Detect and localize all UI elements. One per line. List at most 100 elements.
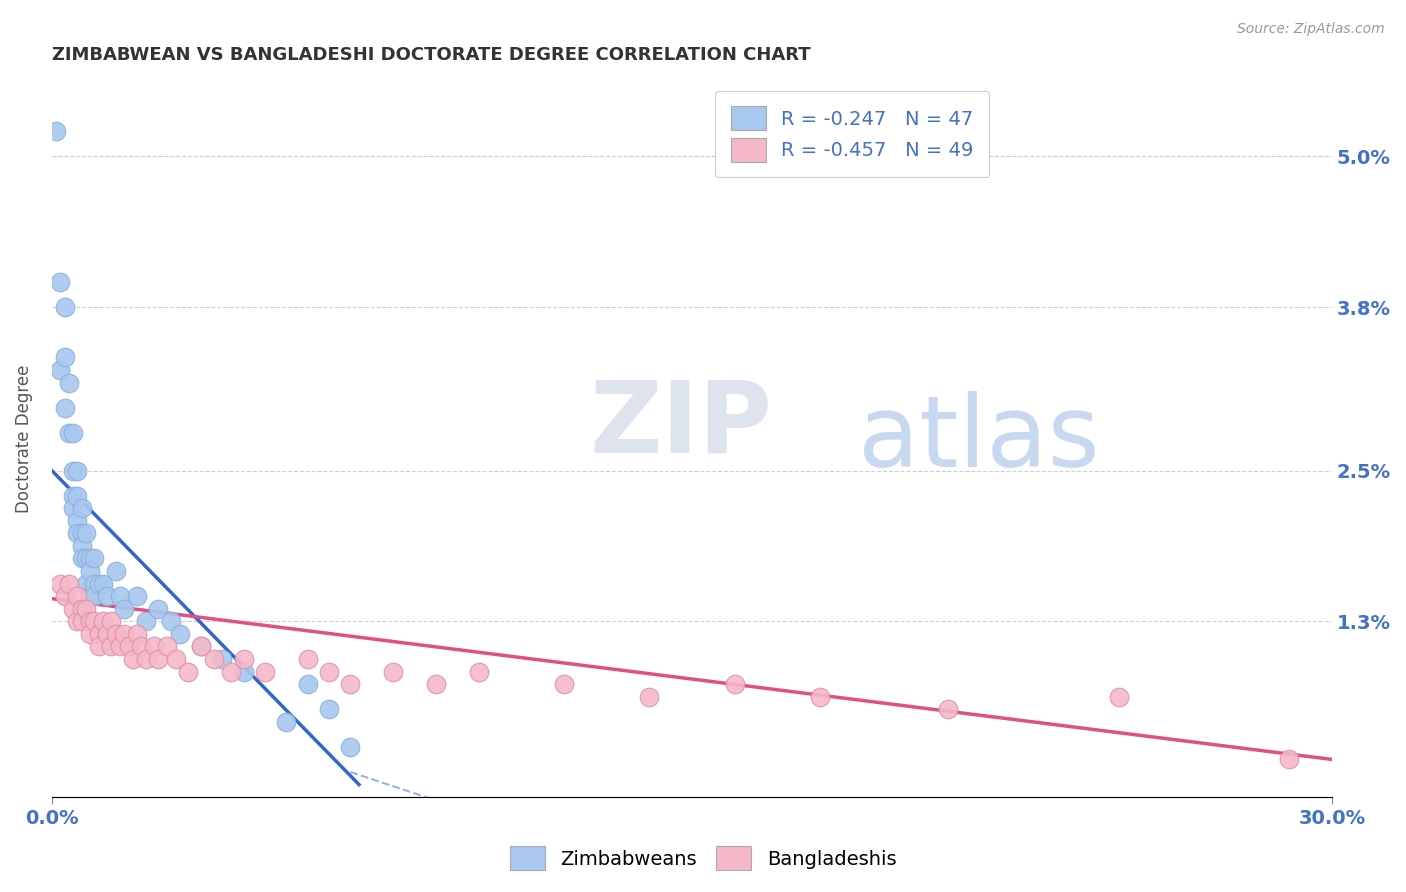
Point: [382, 665, 405, 679]
Point: [66, 526, 89, 541]
Legend: R = -0.247   N = 47, R = -0.457   N = 49: R = -0.247 N = 47, R = -0.457 N = 49: [716, 91, 990, 178]
Point: [70, 601, 93, 615]
Point: [148, 652, 170, 666]
Point: [83, 576, 105, 591]
Point: [49, 363, 72, 377]
Point: [127, 589, 149, 603]
Point: [232, 665, 254, 679]
Point: [121, 652, 143, 666]
Point: [91, 576, 114, 591]
Point: [177, 665, 200, 679]
Point: [297, 652, 319, 666]
Point: [75, 576, 97, 591]
Text: atlas: atlas: [858, 391, 1099, 488]
Point: [165, 652, 187, 666]
Point: [100, 640, 122, 654]
Point: [49, 576, 72, 591]
Point: [70, 551, 93, 566]
Point: [62, 501, 84, 516]
Point: [58, 376, 80, 390]
Point: [467, 665, 489, 679]
Point: [62, 601, 84, 615]
Point: [83, 589, 105, 603]
Point: [75, 551, 97, 566]
Text: ZIMBABWEAN VS BANGLADESHI DOCTORATE DEGREE CORRELATION CHART: ZIMBABWEAN VS BANGLADESHI DOCTORATE DEGR…: [52, 46, 810, 64]
Point: [100, 614, 122, 628]
Point: [70, 539, 93, 553]
Point: [96, 589, 118, 603]
Point: [53, 401, 76, 415]
Point: [190, 640, 212, 654]
Point: [53, 351, 76, 365]
Point: [53, 300, 76, 314]
Point: [127, 627, 149, 641]
Point: [66, 463, 89, 477]
Point: [83, 551, 105, 566]
Point: [297, 677, 319, 691]
Point: [53, 589, 76, 603]
Y-axis label: Doctorate Degree: Doctorate Degree: [15, 365, 32, 513]
Point: [70, 501, 93, 516]
Point: [131, 640, 153, 654]
Point: [104, 564, 127, 578]
Point: [135, 614, 157, 628]
Point: [112, 627, 135, 641]
Point: [276, 714, 298, 729]
Point: [117, 640, 139, 654]
Point: [58, 576, 80, 591]
Point: [75, 526, 97, 541]
Point: [87, 627, 110, 641]
Point: [45, 124, 67, 138]
Point: [91, 614, 114, 628]
Point: [190, 640, 212, 654]
Point: [936, 702, 959, 716]
Legend: Zimbabweans, Bangladeshis: Zimbabweans, Bangladeshis: [502, 838, 904, 878]
Point: [160, 614, 183, 628]
Text: Source: ZipAtlas.com: Source: ZipAtlas.com: [1237, 22, 1385, 37]
Point: [104, 627, 127, 641]
Point: [808, 690, 831, 704]
Point: [232, 652, 254, 666]
Point: [318, 665, 340, 679]
Point: [219, 665, 242, 679]
Point: [66, 489, 89, 503]
Point: [62, 463, 84, 477]
Point: [49, 275, 72, 289]
Point: [1108, 690, 1130, 704]
Point: [70, 614, 93, 628]
Point: [135, 652, 157, 666]
Point: [723, 677, 745, 691]
Point: [87, 640, 110, 654]
Point: [425, 677, 447, 691]
Point: [66, 614, 89, 628]
Point: [553, 677, 575, 691]
Point: [87, 576, 110, 591]
Point: [62, 425, 84, 440]
Point: [62, 489, 84, 503]
Point: [108, 589, 131, 603]
Point: [75, 601, 97, 615]
Point: [79, 614, 101, 628]
Point: [254, 665, 277, 679]
Point: [1278, 752, 1301, 766]
Point: [66, 514, 89, 528]
Point: [169, 627, 191, 641]
Point: [148, 601, 170, 615]
Point: [339, 739, 361, 754]
Point: [638, 690, 661, 704]
Point: [318, 702, 340, 716]
Point: [96, 627, 118, 641]
Point: [108, 640, 131, 654]
Point: [79, 627, 101, 641]
Point: [83, 614, 105, 628]
Text: ZIP: ZIP: [589, 376, 772, 474]
Point: [339, 677, 361, 691]
Point: [58, 425, 80, 440]
Point: [156, 640, 179, 654]
Point: [143, 640, 166, 654]
Point: [202, 652, 225, 666]
Point: [70, 526, 93, 541]
Point: [79, 564, 101, 578]
Point: [79, 589, 101, 603]
Point: [79, 551, 101, 566]
